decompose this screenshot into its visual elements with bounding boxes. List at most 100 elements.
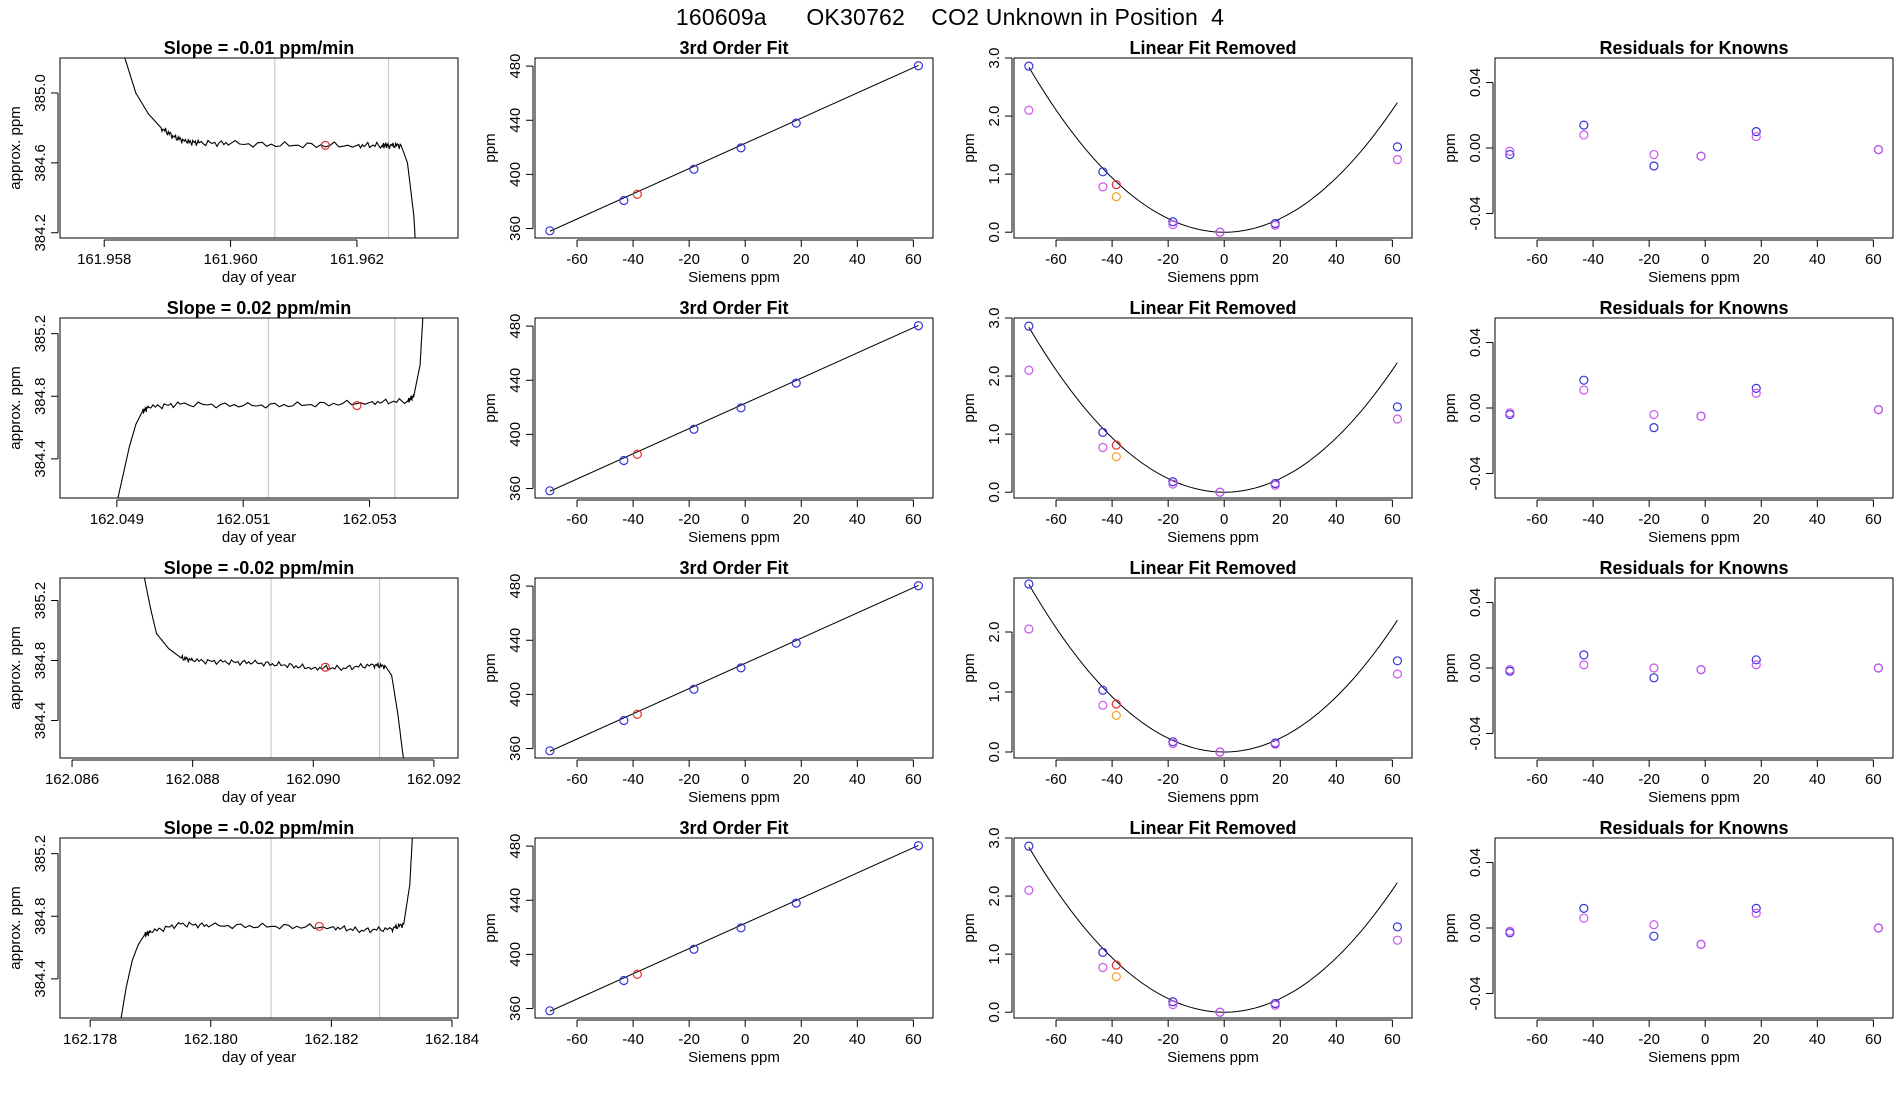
data-point xyxy=(689,164,699,174)
x-tick-label: 20 xyxy=(793,251,810,268)
y-axis-label: ppm xyxy=(482,653,499,682)
x-tick-label: 40 xyxy=(1809,1031,1826,1048)
data-point xyxy=(1579,913,1589,923)
data-point xyxy=(1098,947,1108,957)
panel-title: Residuals for Knowns xyxy=(1599,38,1788,58)
panel-title: Slope = -0.02 ppm/min xyxy=(164,818,355,838)
y-tick-label: 3.0 xyxy=(986,828,1003,849)
data-point xyxy=(1168,220,1178,230)
data-point xyxy=(1111,179,1121,190)
data-point xyxy=(1649,161,1659,171)
x-tick-label: 162.090 xyxy=(286,771,340,788)
data-point xyxy=(619,455,629,466)
mean-marker xyxy=(320,662,330,672)
time-trace xyxy=(120,838,413,1018)
mean-marker xyxy=(352,401,362,411)
x-tick-label: 162.088 xyxy=(166,771,220,788)
fit-line xyxy=(549,324,919,492)
data-layer xyxy=(143,578,404,758)
plot-frame xyxy=(1013,577,1413,759)
x-tick-label: 0 xyxy=(1220,251,1228,268)
y-tick-label: 384.8 xyxy=(32,642,49,680)
x-tick-label: 0 xyxy=(741,511,749,528)
fit-curve xyxy=(1028,66,1398,233)
x-tick-label: 60 xyxy=(1865,251,1882,268)
y-axis-label: ppm xyxy=(482,913,499,942)
y-tick-label: 480 xyxy=(507,834,524,859)
plot-frame xyxy=(534,577,934,759)
x-tick-label: -60 xyxy=(1526,771,1548,788)
y-tick-label: 0.04 xyxy=(1467,848,1484,877)
x-axis-label: Siemens ppm xyxy=(1167,529,1259,546)
x-axis-label: Siemens ppm xyxy=(1648,529,1740,546)
x-tick-label: 162.053 xyxy=(342,511,396,528)
x-tick-label: -40 xyxy=(622,1031,644,1048)
data-point xyxy=(1579,385,1589,395)
data-point xyxy=(1270,480,1280,490)
x-tick-label: 40 xyxy=(1328,251,1345,268)
x-tick-label: 40 xyxy=(1809,251,1826,268)
y-tick-label: 400 xyxy=(507,162,524,187)
chart-panel-r0c3: -60 -40 -20 0 20 40 60 -0.04 0.00 0.04 Residuals f… xyxy=(1442,38,1894,286)
data-point xyxy=(1111,452,1121,462)
data-point xyxy=(1751,655,1761,665)
data-layer xyxy=(117,318,424,498)
data-point xyxy=(1215,487,1225,497)
y-axis-label: ppm xyxy=(1442,133,1459,162)
x-tick-label: 162.086 xyxy=(45,771,99,788)
y-tick-label: 2.0 xyxy=(986,106,1003,127)
y-tick-label: 0.04 xyxy=(1467,68,1484,97)
x-tick-label: -20 xyxy=(1157,1031,1179,1048)
x-tick-label: 60 xyxy=(1865,511,1882,528)
data-point xyxy=(1168,738,1178,749)
data-point xyxy=(1579,660,1589,670)
fit-line xyxy=(549,584,919,752)
x-tick-label: 40 xyxy=(849,251,866,268)
y-tick-label: 1.0 xyxy=(986,424,1003,445)
data-point xyxy=(1270,739,1280,749)
fit-line xyxy=(549,844,919,1012)
y-tick-label: 440 xyxy=(507,888,524,913)
data-point xyxy=(619,975,629,986)
plot-frame xyxy=(1013,837,1413,1019)
data-layer xyxy=(120,838,413,1018)
x-tick-label: 0 xyxy=(1220,1031,1228,1048)
y-tick-label: 0.04 xyxy=(1467,328,1484,357)
y-tick-label: -0.04 xyxy=(1467,196,1484,230)
fit-curve xyxy=(1028,584,1398,753)
panel-title: Linear Fit Removed xyxy=(1129,298,1296,318)
data-point xyxy=(1579,375,1589,385)
data-point xyxy=(1098,427,1108,437)
data-point xyxy=(1215,1007,1225,1017)
x-tick-label: 20 xyxy=(1272,771,1289,788)
data-point xyxy=(632,969,642,979)
x-axis-label: Siemens ppm xyxy=(688,269,780,286)
data-point xyxy=(1751,908,1761,918)
y-tick-label: 440 xyxy=(507,108,524,133)
x-tick-label: 20 xyxy=(1753,251,1770,268)
panel-title: 3rd Order Fit xyxy=(679,558,788,578)
x-tick-label: -40 xyxy=(622,251,644,268)
x-tick-label: 40 xyxy=(1328,1031,1345,1048)
data-layer xyxy=(545,581,924,756)
y-tick-label: 0.0 xyxy=(986,222,1003,243)
y-tick-label: 385.2 xyxy=(32,582,49,620)
x-tick-label: 20 xyxy=(793,771,810,788)
data-layer xyxy=(1024,321,1403,497)
y-tick-label: 400 xyxy=(507,422,524,447)
mean-marker xyxy=(314,921,324,932)
panel-title: Linear Fit Removed xyxy=(1129,38,1296,58)
y-tick-label: 360 xyxy=(507,736,524,761)
data-point xyxy=(1696,411,1706,421)
data-point xyxy=(1579,903,1589,913)
y-axis-label: ppm xyxy=(1442,393,1459,422)
y-tick-label: 384.4 xyxy=(32,960,49,998)
data-point xyxy=(913,581,924,591)
x-tick-label: 20 xyxy=(1753,771,1770,788)
plot-frame xyxy=(1494,317,1894,499)
data-point xyxy=(619,195,629,206)
x-tick-label: 20 xyxy=(1272,511,1289,528)
data-point xyxy=(1024,321,1034,331)
x-axis-label: Siemens ppm xyxy=(688,1049,780,1066)
data-point xyxy=(1098,685,1108,695)
